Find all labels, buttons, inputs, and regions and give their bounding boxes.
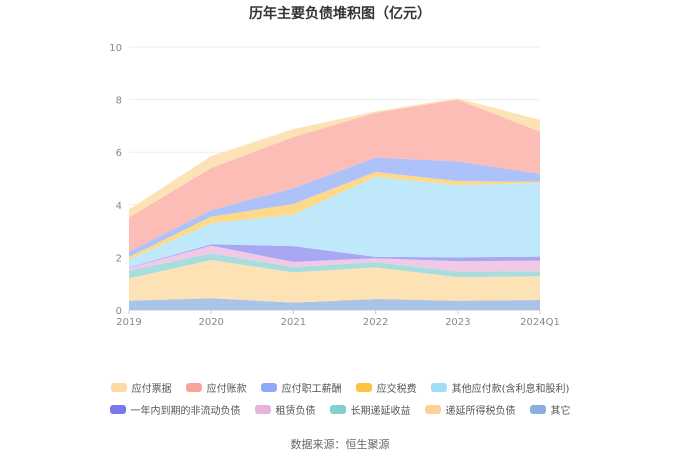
legend-swatch [185,382,202,392]
legend-label: 应付账款 [206,383,247,395]
y-tick-label: 2 [116,253,122,264]
legend-swatch [355,382,372,392]
legend-label: 应付职工薪酬 [281,383,342,395]
area-series [129,245,540,272]
legend-label: 长期递延收益 [350,405,411,417]
legend-item[interactable]: 其它 [529,402,571,417]
area-series [129,157,540,257]
legend-item[interactable]: 长期递延收益 [329,402,411,417]
legend-label: 租赁负债 [275,405,316,417]
legend-label: 递延所得税负债 [445,405,516,417]
legend-label: 一年内到期的非流动负债 [130,405,241,417]
legend-item[interactable]: 应付票据 [110,380,172,395]
legend-item[interactable]: 租赁负债 [254,402,316,417]
y-tick-label: 8 [116,96,122,107]
y-tick-label: 10 [109,43,122,54]
y-tick-label: 6 [116,148,122,159]
x-tick-label: 2021 [281,317,306,328]
stacked-area-chart: 0 2 4 6 8 10 2019 2020 2021 2022 2023 2024Q1 [109,43,560,328]
area-series [129,298,540,310]
x-tick-label: 2023 [445,317,470,328]
legend-item[interactable]: 应付账款 [185,380,247,395]
legend-swatch [260,382,277,392]
legend-swatch [529,404,546,414]
y-tick-label: 4 [116,201,122,212]
legend-label: 其它 [550,405,571,417]
legend-swatch [329,404,346,414]
area-series [129,260,540,303]
legend-item[interactable]: 应付职工薪酬 [260,380,342,395]
legend-label: 应付票据 [131,383,172,395]
legend: 应付票据 应付账款 应付职工薪酬 应交税费 其他应付款(含利息和股利) 一年内到… [0,376,680,420]
legend-item[interactable]: 递延所得税负债 [424,402,516,417]
area-series [129,171,540,260]
legend-swatch [430,382,447,392]
x-tick-label: 2019 [116,317,141,328]
area-series [129,253,540,279]
area-series [129,99,540,252]
legend-item[interactable]: 应交税费 [355,380,417,395]
area-series [129,244,540,268]
x-tick-label: 2022 [363,317,388,328]
legend-label: 应交税费 [376,383,417,395]
x-tick-label: 2020 [198,317,223,328]
legend-row-1: 应付票据 应付账款 应付职工薪酬 应交税费 其他应付款(含利息和股利) [0,376,680,398]
legend-swatch [254,404,271,414]
y-tick-label: 0 [116,306,122,317]
chart-title: 历年主要负债堆积图（亿元） [249,6,431,22]
area-series [129,98,540,218]
legend-item[interactable]: 其他应付款(含利息和股利) [430,380,570,395]
x-tick-label: 2024Q1 [520,317,560,328]
legend-item[interactable]: 一年内到期的非流动负债 [109,402,241,417]
data-source-note: 数据来源：恒生聚源 [290,438,390,451]
legend-swatch [110,382,127,392]
area-series [129,176,540,268]
legend-swatch [424,404,441,414]
legend-row-2: 一年内到期的非流动负债 租赁负债 长期递延收益 递延所得税负债 其它 [0,398,680,420]
legend-swatch [109,404,126,414]
legend-label: 其他应付款(含利息和股利) [451,383,570,395]
